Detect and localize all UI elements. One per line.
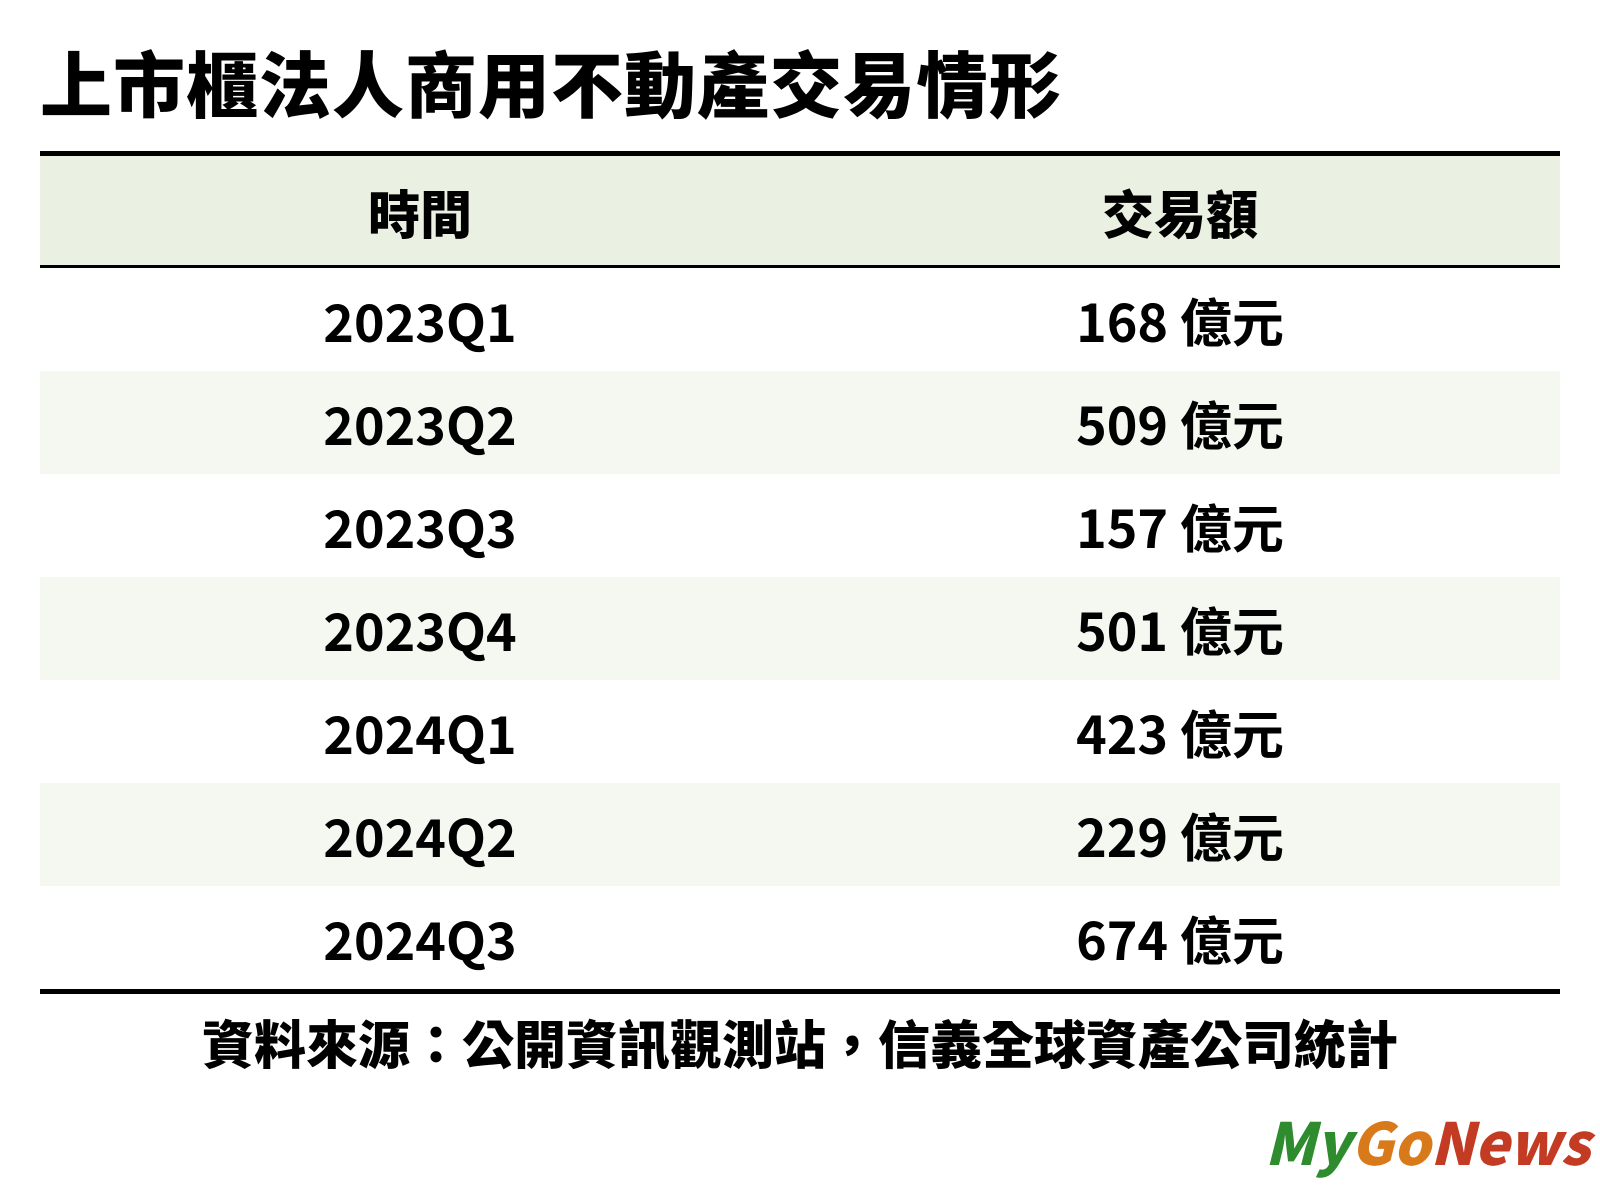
column-header-amount: 交易額 xyxy=(800,156,1560,265)
cell-amount: 501 億元 xyxy=(800,577,1560,680)
cell-amount: 423 億元 xyxy=(800,680,1560,783)
table-row: 2023Q2509 億元 xyxy=(40,371,1560,474)
cell-period: 2024Q3 xyxy=(40,886,800,989)
watermark-news: News xyxy=(1430,1098,1590,1182)
transactions-table: 時間 交易額 2023Q1168 億元2023Q2509 億元2023Q3157… xyxy=(40,151,1560,994)
cell-period: 2024Q2 xyxy=(40,783,800,886)
table-row: 2024Q2229 億元 xyxy=(40,783,1560,886)
cell-amount: 509 億元 xyxy=(800,371,1560,474)
cell-amount: 674 億元 xyxy=(800,886,1560,989)
cell-period: 2023Q4 xyxy=(40,577,800,680)
page-title: 上市櫃法人商用不動產交易情形 xyxy=(40,28,1560,133)
table-header-row: 時間 交易額 xyxy=(40,156,1560,268)
cell-period: 2023Q2 xyxy=(40,371,800,474)
cell-amount: 229 億元 xyxy=(800,783,1560,886)
cell-amount: 157 億元 xyxy=(800,474,1560,577)
cell-period: 2023Q1 xyxy=(40,268,800,371)
column-header-period: 時間 xyxy=(40,156,800,265)
table-row: 2023Q1168 億元 xyxy=(40,268,1560,371)
table-row: 2023Q3157 億元 xyxy=(40,474,1560,577)
watermark-logo: MyGoNews xyxy=(1265,1098,1590,1182)
source-label: 資料來源：公開資訊觀測站，信義全球資產公司統計 xyxy=(40,994,1560,1079)
table-row: 2024Q1423 億元 xyxy=(40,680,1560,783)
cell-period: 2023Q3 xyxy=(40,474,800,577)
cell-period: 2024Q1 xyxy=(40,680,800,783)
table-body: 2023Q1168 億元2023Q2509 億元2023Q3157 億元2023… xyxy=(40,268,1560,989)
watermark-go: Go xyxy=(1351,1098,1430,1182)
table-row: 2023Q4501 億元 xyxy=(40,577,1560,680)
watermark-my: My xyxy=(1265,1098,1351,1182)
table-row: 2024Q3674 億元 xyxy=(40,886,1560,989)
cell-amount: 168 億元 xyxy=(800,268,1560,371)
